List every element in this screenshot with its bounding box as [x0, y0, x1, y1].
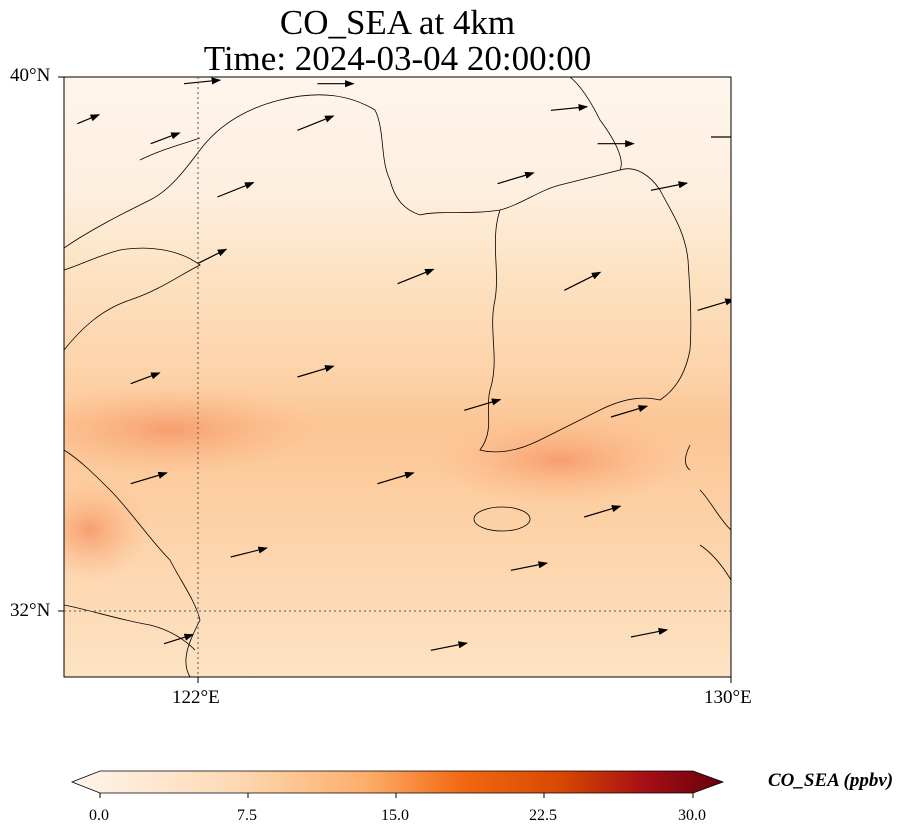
wind-vectors	[77, 77, 731, 651]
wind-vector	[197, 248, 228, 265]
wind-vector	[130, 372, 161, 385]
wind-vector	[697, 298, 731, 311]
wind-vector	[610, 405, 649, 418]
colorbar-tick-label: 7.5	[237, 807, 257, 824]
lat-tick-label: 40°N	[10, 65, 51, 86]
map-frame	[63, 76, 732, 678]
colorbar-body	[70, 770, 725, 794]
hotspot-west	[64, 385, 320, 475]
lat-tick-label: 32°N	[10, 600, 51, 621]
wind-vector	[563, 271, 602, 291]
wind-vector	[77, 114, 101, 125]
colorbar-tick-label: 0.0	[89, 807, 109, 824]
wind-vector	[430, 641, 469, 651]
wind-vector	[130, 471, 168, 485]
wind-vector	[297, 365, 335, 378]
lon-tick-label: 130°E	[704, 687, 752, 708]
wind-vector	[377, 471, 415, 485]
concentration-field	[64, 77, 731, 677]
wind-vector	[464, 398, 502, 411]
hotspot-southwest	[64, 480, 150, 580]
wind-vector	[397, 268, 435, 285]
colorbar-title: CO_SEA (ppbv)	[768, 770, 894, 791]
wind-vector	[230, 546, 268, 558]
wind-vector	[584, 505, 622, 518]
chart-title: CO_SEA at 4km	[279, 3, 516, 42]
wind-vector	[630, 627, 669, 638]
colorbar-tick-label: 30.0	[678, 807, 706, 824]
hotspot-korea-south	[430, 415, 690, 505]
wind-vector	[650, 181, 689, 191]
wind-vector	[297, 115, 335, 131]
wind-vector	[550, 103, 589, 112]
wind-vector	[510, 561, 549, 571]
colorbar-tick-label: 15.0	[381, 807, 409, 824]
wind-vector	[150, 132, 181, 145]
wind-vector	[163, 633, 194, 645]
wind-vector	[217, 182, 255, 198]
lon-tick-label: 122°E	[172, 687, 220, 708]
wind-vector	[184, 77, 222, 85]
colorbar-tick-label: 22.5	[529, 807, 557, 824]
chart-subtitle: Time: 2024-03-04 20:00:00	[203, 39, 592, 78]
wind-vector	[497, 171, 535, 185]
